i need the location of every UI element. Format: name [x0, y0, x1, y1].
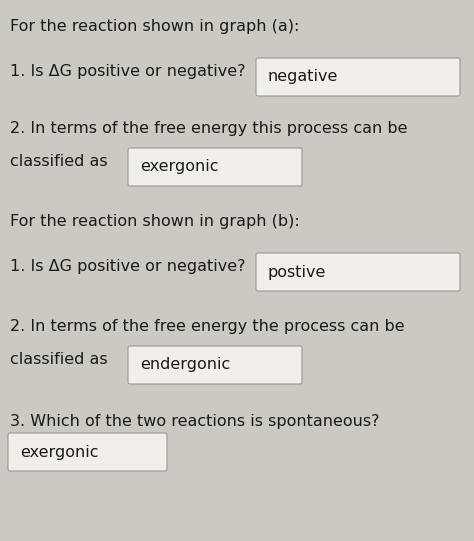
FancyBboxPatch shape	[128, 148, 302, 186]
Text: exergonic: exergonic	[140, 160, 219, 175]
Text: 3. Which of the two reactions is spontaneous?: 3. Which of the two reactions is spontan…	[10, 414, 380, 429]
Text: exergonic: exergonic	[20, 445, 99, 459]
Text: For the reaction shown in graph (a):: For the reaction shown in graph (a):	[10, 19, 300, 34]
FancyBboxPatch shape	[256, 58, 460, 96]
Text: 2. In terms of the free energy this process can be: 2. In terms of the free energy this proc…	[10, 121, 408, 136]
FancyBboxPatch shape	[128, 346, 302, 384]
Text: postive: postive	[268, 265, 327, 280]
Text: classified as: classified as	[10, 154, 108, 169]
FancyBboxPatch shape	[8, 433, 167, 471]
Text: endergonic: endergonic	[140, 358, 230, 373]
FancyBboxPatch shape	[256, 253, 460, 291]
Text: negative: negative	[268, 69, 338, 84]
Text: For the reaction shown in graph (b):: For the reaction shown in graph (b):	[10, 214, 300, 229]
Text: 1. Is ΔG positive or negative?: 1. Is ΔG positive or negative?	[10, 259, 246, 274]
Text: 2. In terms of the free energy the process can be: 2. In terms of the free energy the proce…	[10, 319, 405, 334]
Text: classified as: classified as	[10, 352, 108, 367]
Text: 1. Is ΔG positive or negative?: 1. Is ΔG positive or negative?	[10, 64, 246, 79]
